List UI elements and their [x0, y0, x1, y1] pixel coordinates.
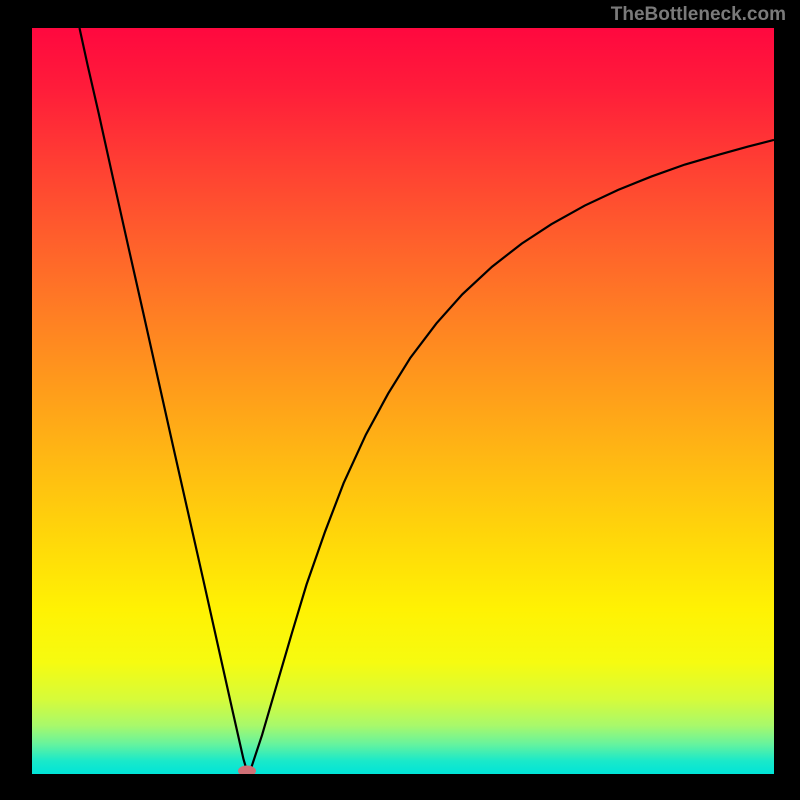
chart-root: TheBottleneck.com — [0, 0, 800, 800]
plot-area — [32, 28, 774, 774]
curve-path — [79, 28, 774, 772]
bottleneck-curve — [32, 28, 774, 774]
optimum-marker — [238, 766, 256, 774]
watermark-text: TheBottleneck.com — [611, 4, 786, 26]
